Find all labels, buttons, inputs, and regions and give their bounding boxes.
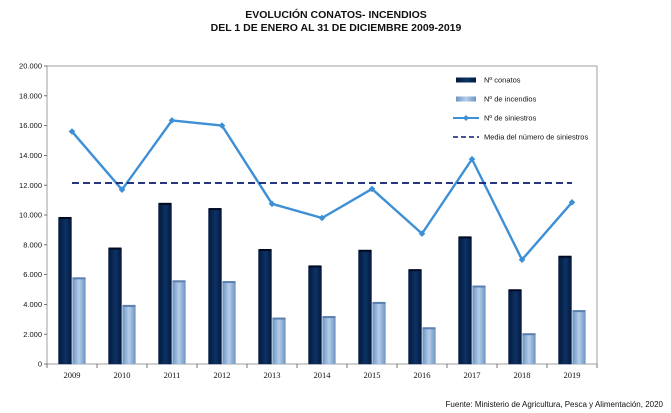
bar-incendios-cap [222,281,236,284]
legend-label: Nº de incendios [484,95,537,104]
source-note: Fuente: Ministerio de Agricultura, Pesca… [445,400,663,409]
bar-incendios [122,305,136,365]
bar-incendios [372,302,386,365]
y-tick-label: 20.000 [19,62,42,71]
bar-incendios-cap [522,333,536,336]
y-tick-label: 0 [38,360,42,369]
bar-incendios-cap [472,285,486,288]
siniestros-point [218,122,226,129]
bar-conatos [458,237,472,365]
bar-incendios [472,286,486,365]
bar-conatos [58,217,72,365]
bar-conatos [308,266,322,365]
siniestros-point [368,185,376,193]
bar-incendios-cap [122,304,136,307]
chart-title-line-1: EVOLUCIÓN CONATOS- INCENDIOS [245,8,427,21]
bar-conatos [558,256,572,365]
siniestros-point [568,199,576,206]
x-tick-label: 2014 [314,370,332,380]
siniestros-point [168,117,176,124]
bar-conatos-cap [158,202,172,205]
bar-incendios [522,334,536,365]
bar-incendios [172,281,186,365]
bar-incendios-cap [172,280,186,283]
bar-conatos-cap [508,289,522,292]
bar-incendios-cap [322,316,336,319]
y-tick-label: 12.000 [19,181,42,190]
bar-incendios-cap [372,301,386,304]
bar-conatos-cap [108,247,122,250]
bar-incendios [322,316,336,365]
bar-conatos-cap [408,269,422,272]
x-tick-label: 2016 [414,370,431,380]
bar-conatos [358,250,372,365]
siniestros-point [68,128,76,135]
y-tick-label: 4.000 [23,300,42,309]
bar-conatos-cap [308,265,322,268]
bar-conatos [208,208,222,365]
bar-incendios [272,318,286,365]
y-tick-label: 14.000 [19,151,42,160]
legend-label: Media del número de siniestros [484,133,588,142]
x-tick-label: 2018 [514,370,531,380]
x-tick-label: 2017 [464,370,481,380]
bar-incendios [572,310,586,365]
x-tick-label: 2015 [364,370,381,380]
y-tick-label: 2.000 [23,330,42,339]
bar-conatos-cap [208,208,222,211]
x-tick-label: 2019 [564,370,581,380]
legend-label: Nº conatos [484,76,521,85]
legend-marker [463,115,469,121]
x-tick-label: 2011 [164,370,181,380]
siniestros-point [318,214,326,222]
bar-conatos-cap [258,249,272,252]
x-tick-label: 2012 [214,370,231,380]
siniestros-point [418,230,426,237]
y-tick-label: 18.000 [19,91,42,100]
bar-incendios-cap [272,317,286,320]
chart-title-line-2: DEL 1 DE ENERO AL 31 DE DICIEMBRE 2009-2… [211,22,462,34]
siniestros-point [118,186,126,193]
x-tick-label: 2009 [64,370,81,380]
bar-conatos-cap [458,236,472,239]
bar-incendios [222,281,236,365]
y-tick-label: 10.000 [19,211,42,220]
bar-conatos [158,203,172,365]
bar-conatos [508,290,522,365]
bar-incendios-cap [572,310,586,313]
bar-conatos [108,248,122,365]
legend-swatch [456,77,476,83]
x-tick-label: 2010 [114,370,131,380]
y-tick-label: 6.000 [23,270,42,279]
bar-incendios [72,278,86,365]
bar-conatos-cap [558,255,572,258]
siniestros-point [518,256,526,263]
bar-incendios-cap [72,277,86,280]
bar-conatos-cap [58,216,72,219]
bar-conatos [408,269,422,365]
bar-conatos-cap [358,249,372,252]
y-tick-label: 16.000 [19,121,42,130]
legend-label: Nº de siniestros [484,114,537,123]
siniestros-point [468,155,476,163]
bar-incendios [422,328,436,365]
x-tick-label: 2013 [264,370,281,380]
y-tick-label: 8.000 [23,240,42,249]
bar-conatos [258,249,272,365]
bar-incendios-cap [422,327,436,330]
legend-swatch [456,96,476,102]
siniestros-point [268,200,276,208]
